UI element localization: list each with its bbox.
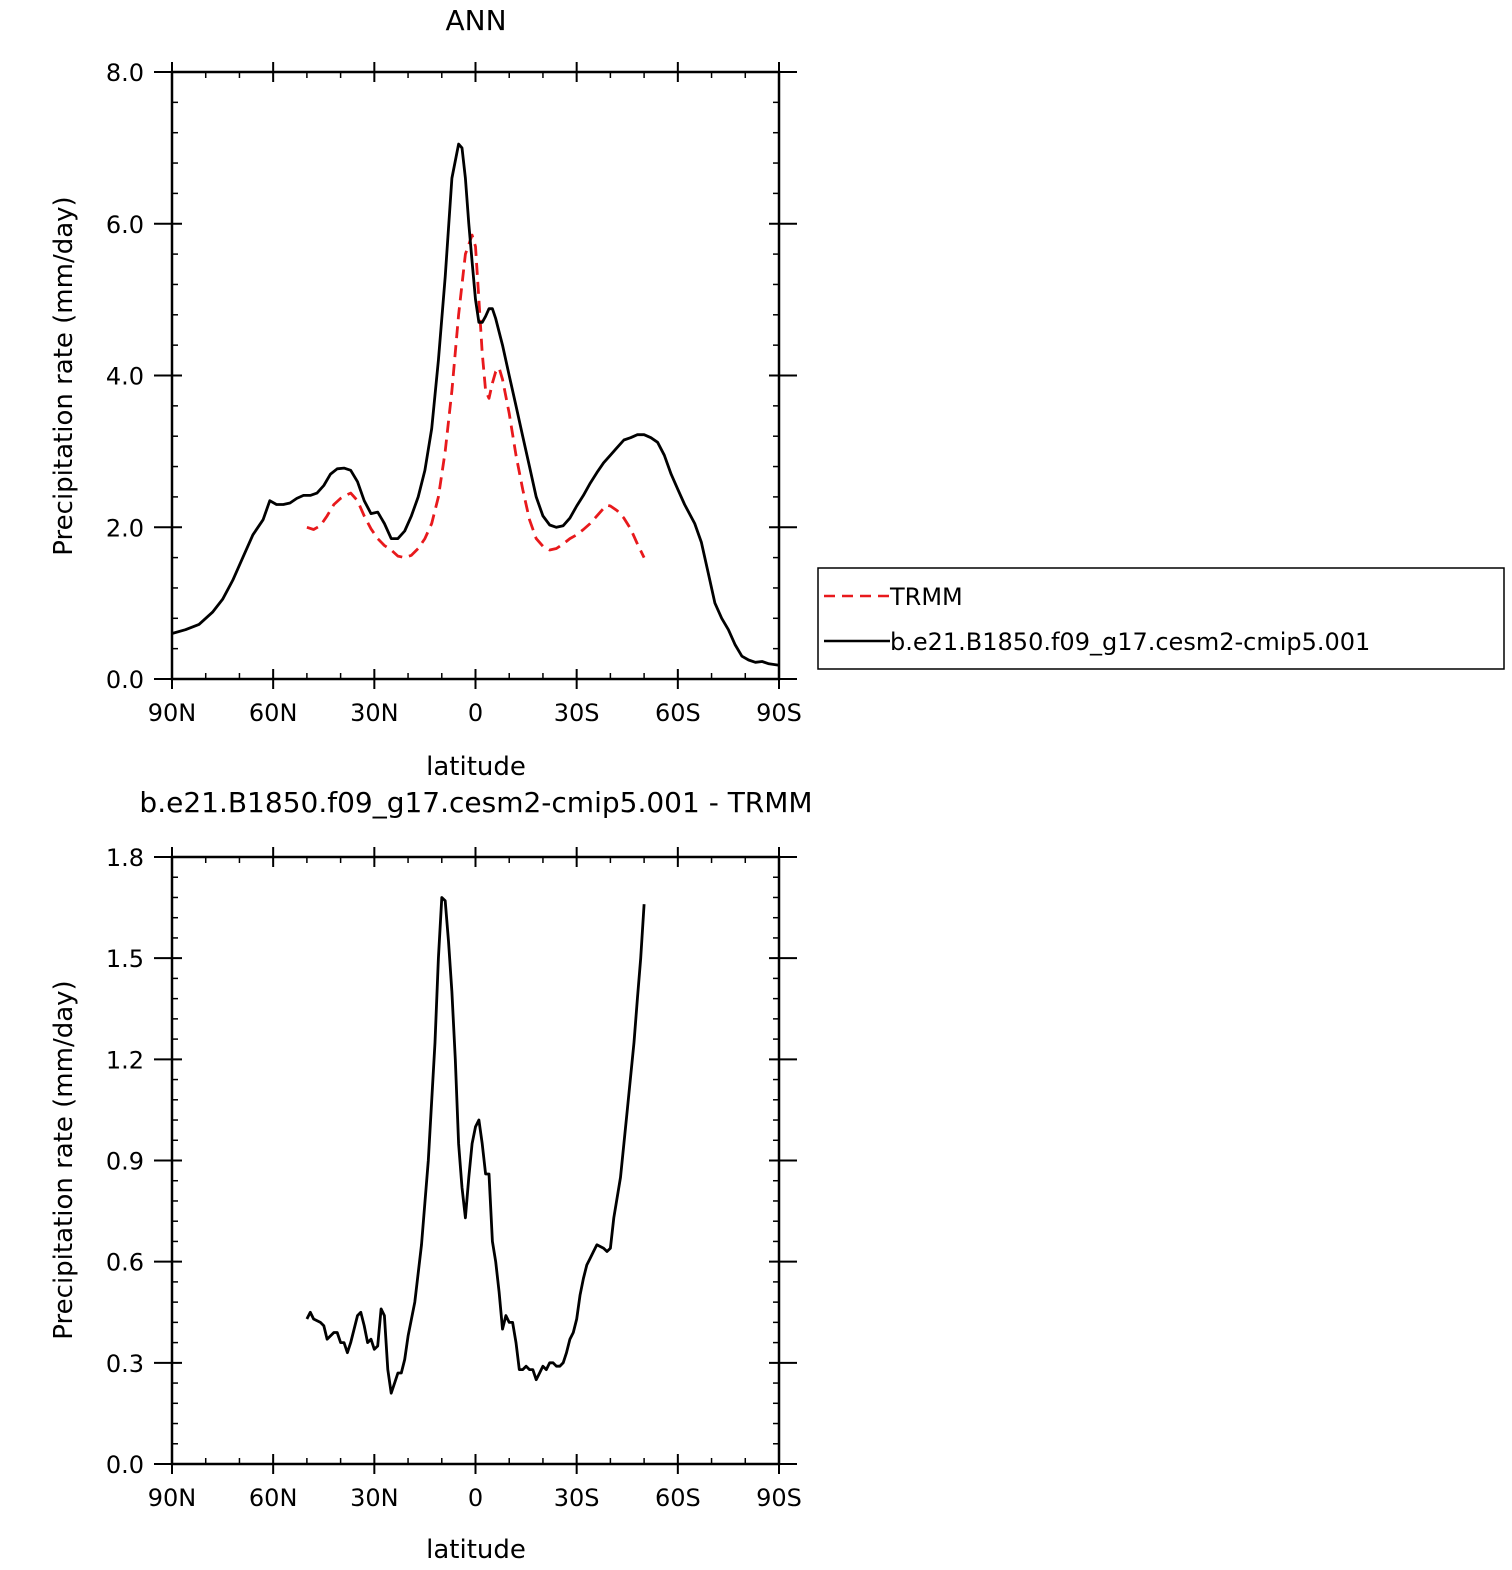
x-axis-label: latitude [426,1535,526,1565]
x-tick-label: 30S [554,1484,600,1512]
y-tick-label: 1.8 [106,844,144,872]
y-axis-label: Precipitation rate (mm/day) [49,980,79,1339]
x-tick-label: 90N [148,1484,197,1512]
x-axis-label: latitude [426,752,526,782]
series-line-trmm [306,233,646,559]
legend-box [817,567,1505,670]
legend-label-model: b.e21.B1850.f09_g17.cesm2-cmip5.001 [890,628,1370,656]
y-tick-label: 1.5 [106,945,144,973]
y-tick-label: 0.3 [106,1350,144,1378]
y-tick-label: 6.0 [106,211,144,239]
x-tick-label: 30S [554,699,600,727]
x-tick-label: 60N [249,1484,298,1512]
mean-precip-panel: ANN 90N 60N 30N 0 30S 60S 90S 0.0 2.0 4.0 6.0 8.0 l… [49,4,802,782]
y-tick-label: 0.9 [106,1148,144,1176]
panel-title: ANN [445,4,506,37]
y-tick-label: 2.0 [106,514,144,542]
series-line-difference [305,896,646,1395]
x-tick-label: 60N [249,699,298,727]
x-tick-label: 0 [468,699,483,727]
x-tick-label: 30N [350,1484,399,1512]
y-tick-label: 8.0 [106,59,144,87]
series-lines [305,896,646,1395]
x-tick-label: 0 [468,1484,483,1512]
x-tick-label: 90S [756,699,802,727]
x-tick-label: 60S [655,699,701,727]
y-axis-label: Precipitation rate (mm/day) [49,196,79,555]
x-tick-label: 90S [756,1484,802,1512]
legend: TRMM b.e21.B1850.f09_g17.cesm2-cmip5.001 [817,567,1505,670]
x-tick-label: 60S [655,1484,701,1512]
series-line-b-e21-b1850-f09-g17-cesm2-cmip5-001 [171,142,780,667]
y-tick-label: 0.6 [106,1249,144,1277]
difference-panel: b.e21.B1850.f09_g17.cesm2-cmip5.001 - TR… [49,786,813,1565]
y-tick-label: 0.0 [106,1451,144,1479]
axis-ticks: 90N 60N 30N 0 30S 60S 90S 0.0 2.0 4.0 6.0 8.0 [106,59,802,727]
axis-ticks: 90N 60N 30N 0 30S 60S 90S 0.0 0.3 0.6 0.9 1.2 1.5 1.8 [106,844,802,1512]
y-tick-label: 1.2 [106,1046,144,1074]
series-lines [171,142,780,667]
panel-title: b.e21.B1850.f09_g17.cesm2-cmip5.001 - TR… [139,786,812,819]
legend-label-trmm: TRMM [889,583,963,611]
x-tick-label: 90N [148,699,197,727]
y-tick-label: 4.0 [106,363,144,391]
y-tick-label: 0.0 [106,666,144,694]
x-tick-label: 30N [350,699,399,727]
